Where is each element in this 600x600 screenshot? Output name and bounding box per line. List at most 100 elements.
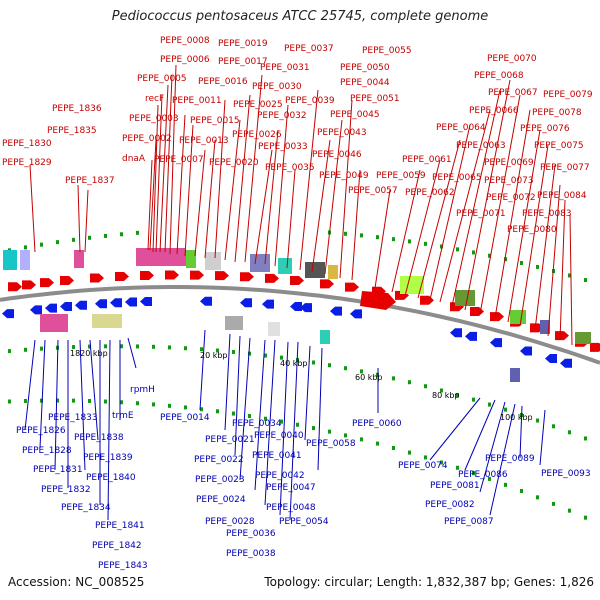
- forward-leader-line: [351, 169, 361, 281]
- reverse-gene-arrow: [560, 358, 572, 368]
- forward-gene-label: recF: [145, 94, 164, 104]
- reverse-leader-line: [519, 405, 523, 459]
- tick-dot: [504, 407, 507, 412]
- forward-gene-label: PEPE_0062: [405, 188, 455, 198]
- tick-dot: [120, 344, 123, 349]
- scale-tick-label: 100 kbp: [500, 413, 533, 422]
- tick-dot: [104, 233, 107, 238]
- gene-feature-block: [250, 254, 270, 272]
- tick-dot: [88, 235, 91, 240]
- reverse-gene-label: PEPE_1832: [41, 485, 91, 495]
- reverse-leader-line: [264, 339, 276, 506]
- tick-dot: [392, 237, 395, 242]
- reverse-gene-label: PEPE_0082: [425, 500, 475, 510]
- reverse-leader-line: [199, 329, 206, 411]
- reverse-gene-label: PEPE_1834: [61, 503, 111, 513]
- tick-dot: [264, 353, 267, 358]
- forward-gene-arrow: [190, 270, 204, 280]
- tick-dot: [168, 403, 171, 408]
- reverse-gene-label: PEPE_0041: [252, 451, 302, 461]
- reverse-leader-line: [127, 337, 137, 369]
- reverse-gene-label: PEPE_0058: [306, 439, 356, 449]
- reverse-gene-arrow: [290, 302, 302, 312]
- gene-feature-block: [268, 322, 280, 336]
- gene-feature-block: [278, 258, 292, 274]
- reverse-gene-label: PEPE_0089: [485, 454, 535, 464]
- forward-gene-label: dnaA: [122, 154, 146, 164]
- tick-dot: [568, 273, 571, 278]
- tick-dot: [408, 450, 411, 455]
- reverse-gene-label: PEPE_0054: [279, 517, 329, 527]
- tick-dot: [344, 433, 347, 438]
- forward-leader-line: [439, 109, 491, 303]
- forward-gene-label: PEPE_0051: [350, 94, 400, 104]
- reverse-gene-arrow: [330, 306, 342, 316]
- reverse-gene-label: PEPE_0014: [160, 413, 210, 423]
- forward-gene-arrow: [265, 273, 279, 283]
- tick-dot: [328, 363, 331, 368]
- reverse-gene-label: rpmH: [130, 385, 155, 395]
- reverse-gene-label: PEPE_0024: [196, 495, 246, 505]
- tick-dot: [136, 344, 139, 349]
- forward-leader-line: [184, 124, 194, 257]
- tick-dot: [120, 400, 123, 405]
- accession-label: Accession: NC_008525: [8, 575, 145, 589]
- tick-dot: [536, 264, 539, 269]
- tick-dot: [136, 230, 139, 235]
- forward-gene-label: PEPE_0066: [469, 106, 519, 116]
- gene-feature-block: [225, 316, 243, 330]
- tick-dot: [472, 250, 475, 255]
- tick-dot: [328, 429, 331, 434]
- tick-dot: [248, 414, 251, 419]
- forward-gene-label: PEPE_0043: [317, 128, 367, 138]
- gene-feature-block: [575, 332, 591, 344]
- reverse-gene-label: PEPE_1839: [83, 453, 133, 463]
- forward-gene-label: PEPE_1829: [2, 158, 52, 168]
- forward-leader-line: [244, 74, 263, 263]
- forward-gene-label: PEPE_0025: [233, 100, 283, 110]
- reverse-leader-line: [54, 339, 59, 471]
- forward-leader-line: [77, 184, 81, 253]
- forward-gene-arrow: [40, 278, 54, 288]
- tick-dot: [520, 488, 523, 493]
- tick-dot: [584, 278, 587, 283]
- tick-dot: [552, 424, 555, 429]
- tick-dot: [184, 405, 187, 410]
- reverse-gene-arrow: [520, 346, 532, 356]
- tick-dot: [472, 397, 475, 402]
- forward-leader-line: [159, 84, 169, 253]
- tick-dot: [40, 346, 43, 351]
- forward-gene-label: PEPE_0079: [543, 90, 593, 100]
- tick-dot: [344, 231, 347, 236]
- reverse-gene-label: PEPE_1831: [33, 465, 83, 475]
- forward-gene-arrow: [555, 331, 569, 341]
- gene-feature-block: [305, 262, 325, 278]
- tick-dot: [344, 366, 347, 371]
- reverse-gene-label: PEPE_1828: [22, 446, 72, 456]
- tick-dot: [440, 460, 443, 465]
- reverse-leader-line: [24, 339, 36, 431]
- forward-gene-label: PEPE_0003: [129, 114, 179, 124]
- forward-leader-line: [176, 114, 186, 255]
- forward-gene-label: PEPE_0016: [198, 77, 248, 87]
- reverse-leader-line: [79, 339, 86, 471]
- reverse-gene-label: PEPE_0086: [458, 470, 508, 480]
- tick-dot: [56, 398, 59, 403]
- tick-dot: [312, 426, 315, 431]
- reverse-leader-line: [89, 339, 99, 441]
- forward-leader-line: [404, 159, 441, 297]
- gene-feature-block: [455, 290, 475, 306]
- forward-leader-line: [286, 169, 296, 269]
- forward-gene-label: PEPE_0076: [520, 124, 570, 134]
- tick-dot: [24, 245, 27, 250]
- forward-gene-label: PEPE_0078: [532, 108, 582, 118]
- gene-feature-block: [20, 250, 30, 270]
- tick-dot: [152, 344, 155, 349]
- reverse-gene-arrow: [300, 303, 312, 313]
- reverse-gene-label: PEPE_1838: [74, 433, 124, 443]
- reverse-leader-line: [279, 341, 289, 516]
- reverse-gene-label: PEPE_0042: [255, 471, 305, 481]
- forward-leader-line: [464, 79, 511, 311]
- forward-gene-label: PEPE_0083: [522, 209, 572, 219]
